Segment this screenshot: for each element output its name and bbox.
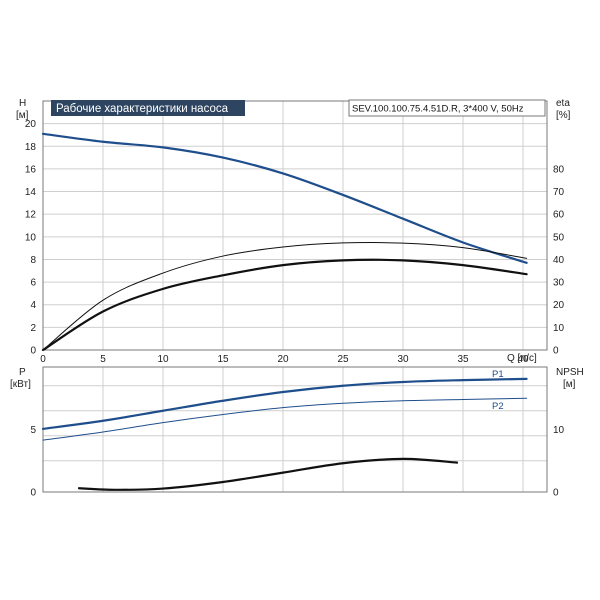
x-axis-label: Q [л/с]	[507, 353, 537, 364]
x-tick-label-6: 30	[397, 354, 409, 365]
npsh-axis-label-top: NPSH	[556, 367, 584, 378]
series-label-p1: P1	[492, 369, 504, 380]
bottom-chart-series	[41, 377, 528, 491]
performance-curves-chart: Рабочие характеристики насоса SEV.100.10…	[16, 98, 571, 365]
eta-tick-label-0: 0	[553, 346, 559, 357]
x-tick-label-4: 20	[277, 354, 289, 365]
model-label: SEV.100.100.75.4.51D.R, 3*400 V, 50Hz	[352, 104, 524, 115]
top-chart-grid	[42, 101, 547, 351]
h-tick-label-4: 8	[30, 255, 36, 266]
top-chart-frame	[42, 100, 548, 351]
h-tick-label-0: 0	[30, 346, 36, 357]
h-tick-label-10: 20	[25, 119, 37, 130]
h-tick-label-6: 12	[25, 210, 37, 221]
power-npsh-chart: P [кВт] NPSH [м] 0 5 0 10 P1 P2	[10, 366, 584, 499]
eta-tick-label-2: 20	[553, 300, 565, 311]
y-right-label-unit: [%]	[556, 110, 571, 121]
y-left-label-unit: [м]	[16, 110, 29, 121]
eta-tick-label-1: 10	[553, 323, 565, 334]
h-tick-label-3: 6	[30, 278, 36, 289]
h-tick-label-7: 14	[25, 187, 37, 198]
series-label-p2: P2	[492, 401, 504, 412]
eta-tick-label-3: 30	[553, 278, 565, 289]
bottom-series-line-0	[41, 377, 528, 430]
bottom-series-line-2	[77, 457, 459, 491]
top-series-line-2	[41, 258, 528, 352]
eta-tick-label-6: 60	[553, 210, 565, 221]
bottom-chart-grid	[42, 367, 547, 492]
y-right-label-top: eta	[556, 98, 570, 109]
x-tick-label-7: 35	[457, 354, 469, 365]
top-chart-ticks: 0 5 10 15 20 25 30 35 40 0 2 4 6 8 10 12 14 16 18 20 0 10 20 30…	[25, 119, 565, 365]
x-tick-label-1: 5	[100, 354, 106, 365]
x-tick-label-0: 0	[40, 354, 46, 365]
eta-tick-label-7: 70	[553, 187, 565, 198]
h-tick-label-9: 18	[25, 142, 37, 153]
x-tick-label-8: 40	[517, 354, 529, 365]
y-left-label-top: H	[19, 98, 26, 109]
top-chart-series	[41, 132, 528, 352]
power-tick-label-1: 5	[30, 425, 36, 436]
eta-tick-label-8: 80	[553, 164, 565, 175]
h-tick-label-2: 4	[30, 300, 36, 311]
chart-title-background	[51, 100, 245, 116]
eta-tick-label-5: 50	[553, 232, 565, 243]
chart-title: Рабочие характеристики насоса	[56, 103, 229, 115]
power-axis-label-top: P	[19, 367, 26, 378]
bottom-series-line-1	[42, 397, 528, 441]
power-tick-label-0: 0	[30, 488, 36, 499]
top-series-line-1	[42, 242, 528, 351]
h-tick-label-8: 16	[25, 164, 37, 175]
x-tick-label-3: 15	[217, 354, 229, 365]
x-tick-label-2: 10	[157, 354, 169, 365]
npsh-tick-label-1: 10	[553, 425, 565, 436]
npsh-axis-label-unit: [м]	[563, 379, 576, 390]
power-axis-label-unit: [кВт]	[10, 379, 31, 390]
h-tick-label-1: 2	[30, 323, 36, 334]
x-tick-label-5: 25	[337, 354, 349, 365]
top-series-line-0	[41, 132, 528, 264]
h-tick-label-5: 10	[25, 232, 37, 243]
npsh-tick-label-0: 0	[553, 488, 559, 499]
bottom-chart-ticks: 0 5 0 10	[30, 425, 564, 499]
model-label-box	[348, 99, 546, 117]
eta-tick-label-4: 40	[553, 255, 565, 266]
